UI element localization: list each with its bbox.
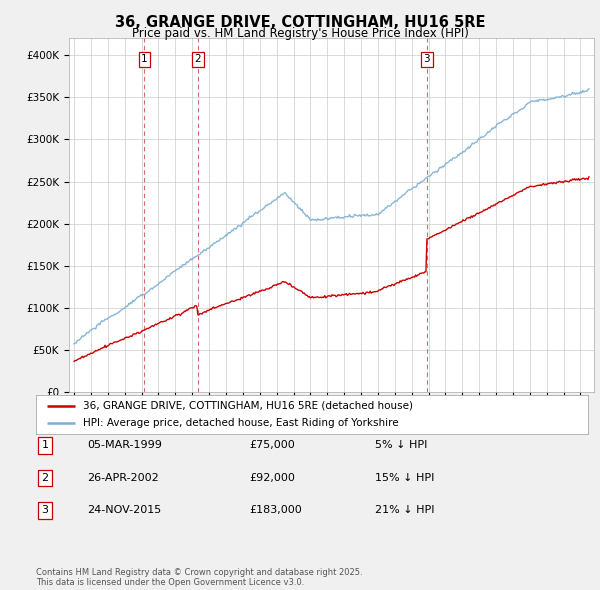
Text: Price paid vs. HM Land Registry's House Price Index (HPI): Price paid vs. HM Land Registry's House … [131, 27, 469, 40]
Text: HPI: Average price, detached house, East Riding of Yorkshire: HPI: Average price, detached house, East… [83, 418, 398, 428]
Text: 1: 1 [41, 441, 49, 450]
Text: 5% ↓ HPI: 5% ↓ HPI [375, 441, 427, 450]
Text: £92,000: £92,000 [249, 473, 295, 483]
Text: 15% ↓ HPI: 15% ↓ HPI [375, 473, 434, 483]
Text: £183,000: £183,000 [249, 506, 302, 515]
Text: Contains HM Land Registry data © Crown copyright and database right 2025.
This d: Contains HM Land Registry data © Crown c… [36, 568, 362, 587]
Text: 2: 2 [41, 473, 49, 483]
Text: 05-MAR-1999: 05-MAR-1999 [87, 441, 162, 450]
Text: 2: 2 [194, 54, 201, 64]
Text: 21% ↓ HPI: 21% ↓ HPI [375, 506, 434, 515]
Text: 1: 1 [141, 54, 148, 64]
Text: 36, GRANGE DRIVE, COTTINGHAM, HU16 5RE: 36, GRANGE DRIVE, COTTINGHAM, HU16 5RE [115, 15, 485, 30]
Text: 26-APR-2002: 26-APR-2002 [87, 473, 159, 483]
Text: 3: 3 [41, 506, 49, 515]
Text: 36, GRANGE DRIVE, COTTINGHAM, HU16 5RE (detached house): 36, GRANGE DRIVE, COTTINGHAM, HU16 5RE (… [83, 401, 413, 411]
Text: 24-NOV-2015: 24-NOV-2015 [87, 506, 161, 515]
Text: £75,000: £75,000 [249, 441, 295, 450]
Text: 3: 3 [424, 54, 430, 64]
